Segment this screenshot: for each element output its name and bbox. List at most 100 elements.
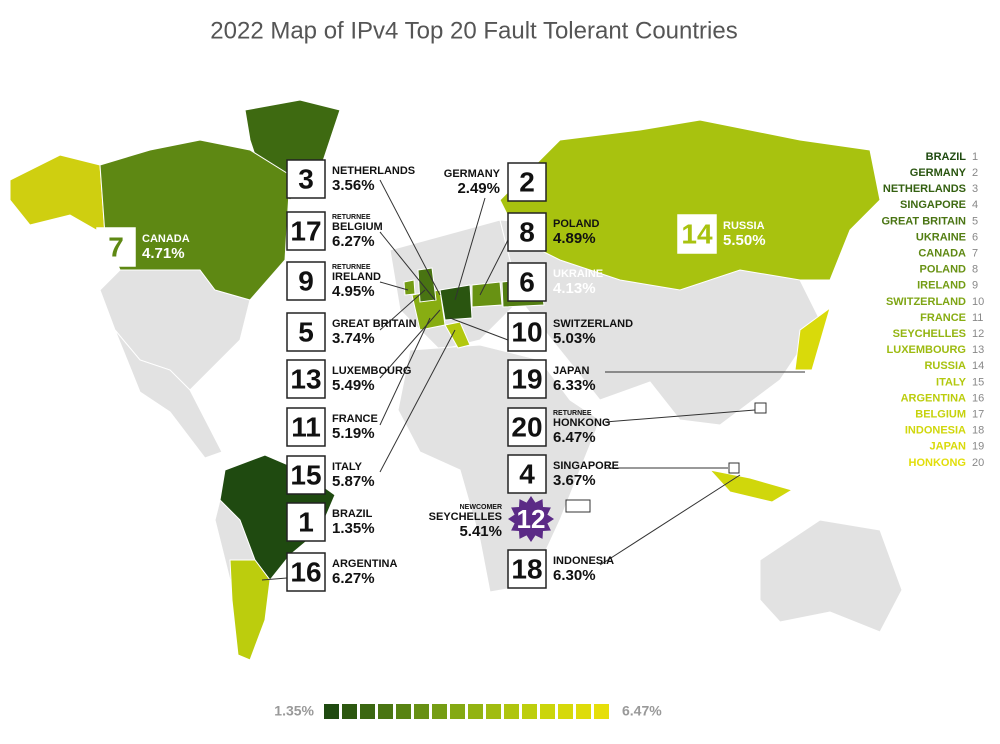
country-value: 3.56% (332, 177, 375, 194)
scale-min: 1.35% (274, 703, 314, 719)
rank: 8 (519, 216, 535, 247)
legend-name: LUXEMBOURG (887, 344, 966, 356)
legend-rank: 9 (972, 280, 978, 292)
country-shape (439, 284, 473, 321)
leader-line (379, 309, 441, 379)
legend-name: RUSSIA (924, 360, 966, 372)
legend-rank: 8 (972, 264, 978, 276)
country-name: GREAT BRITAIN (332, 318, 417, 330)
legend-name: FRANCE (920, 312, 966, 324)
scale-step (342, 704, 357, 719)
legend-name: BRAZIL (926, 151, 967, 163)
legend-rank: 12 (972, 328, 984, 340)
scale-step (432, 704, 447, 719)
legend-name: GREAT BRITAIN (881, 215, 966, 227)
country-name: NETHERLANDS (332, 165, 415, 177)
country-name: ITALY (332, 461, 363, 473)
country-value: 5.87% (332, 473, 375, 490)
leader-line (449, 317, 509, 341)
legend-name: GERMANY (910, 167, 967, 179)
country-name: BRAZIL (332, 508, 373, 520)
legend-rank: 11 (972, 312, 983, 324)
rank-box (286, 312, 326, 352)
legend-name: HONKONG (909, 457, 966, 469)
scale-max: 6.47% (622, 703, 662, 719)
rank-box (286, 552, 326, 592)
legend-name: ARGENTINA (901, 392, 966, 404)
rank-box (507, 312, 547, 352)
rank: 20 (511, 411, 542, 442)
scale-step (414, 704, 429, 719)
legend-rank: 4 (972, 199, 978, 211)
country-name: SWITZERLAND (553, 318, 633, 330)
leader-line (379, 317, 431, 426)
country-name: INDONESIA (553, 555, 614, 567)
country-shape (471, 281, 503, 308)
marker (728, 462, 740, 474)
country-value: 5.03% (553, 330, 596, 347)
status-tag: RETURNEE (332, 214, 371, 221)
rank-box (507, 454, 547, 494)
country-name: BELGIUM (332, 221, 383, 233)
rank: 17 (290, 215, 321, 246)
rank-box (286, 455, 326, 495)
legend-rank: 7 (972, 248, 978, 260)
country-value: 3.74% (332, 330, 375, 347)
rank: 9 (298, 265, 314, 296)
country-value: 4.89% (553, 230, 596, 247)
legend-rank: 6 (972, 231, 978, 243)
legend-rank: 18 (972, 425, 984, 437)
rank-box (96, 227, 136, 267)
leader-line (604, 409, 756, 423)
land (759, 519, 903, 633)
leader-line (261, 577, 288, 581)
leader-line (479, 239, 509, 296)
legend-name: ITALY (936, 376, 967, 388)
land (9, 154, 106, 236)
country-value: 5.50% (723, 232, 766, 249)
rank-box (286, 502, 326, 542)
scale-step (522, 704, 537, 719)
legend-rank: 5 (972, 215, 978, 227)
map (9, 99, 903, 662)
country-value: 6.27% (332, 233, 375, 250)
legend-rank: 15 (972, 376, 984, 388)
country-value: 6.47% (553, 429, 596, 446)
rank-box (507, 549, 547, 589)
legend-rank: 3 (972, 183, 978, 195)
legend-name: IRELAND (917, 280, 966, 292)
country-shape (403, 279, 416, 296)
country-value: 4.13% (553, 280, 596, 297)
country-name: SINGAPORE (553, 460, 619, 472)
country-shape (708, 469, 794, 503)
scale-step (576, 704, 591, 719)
scale-step (324, 704, 339, 719)
leader-line (379, 231, 436, 301)
status-tag: NEWCOMER (460, 504, 502, 511)
leader-line (379, 179, 441, 296)
country-value: 6.27% (332, 570, 375, 587)
legend-rank: 19 (972, 441, 984, 453)
country-name: GERMANY (444, 168, 501, 180)
legend-rank: 10 (972, 296, 984, 308)
rank-box (507, 162, 547, 202)
rank: 4 (519, 458, 535, 489)
country-name: UKRAINE (553, 268, 603, 280)
leader-line (379, 289, 426, 331)
legend-rank: 16 (972, 392, 984, 404)
legend-name: NETHERLANDS (883, 183, 966, 195)
scale-step (594, 704, 609, 719)
land (114, 329, 223, 459)
country-value: 4.71% (142, 245, 185, 262)
rank-box (677, 214, 717, 254)
rank-badge (508, 496, 554, 542)
leader-line (379, 329, 456, 473)
country-value: 5.19% (332, 425, 375, 442)
country-shape (444, 321, 471, 349)
color-scale: 1.35% 6.47% (274, 703, 662, 719)
leader-line (379, 281, 409, 291)
country-shape (499, 119, 881, 291)
country-name: ARGENTINA (332, 558, 397, 570)
rank: 18 (511, 553, 542, 584)
rank-box (286, 407, 326, 447)
